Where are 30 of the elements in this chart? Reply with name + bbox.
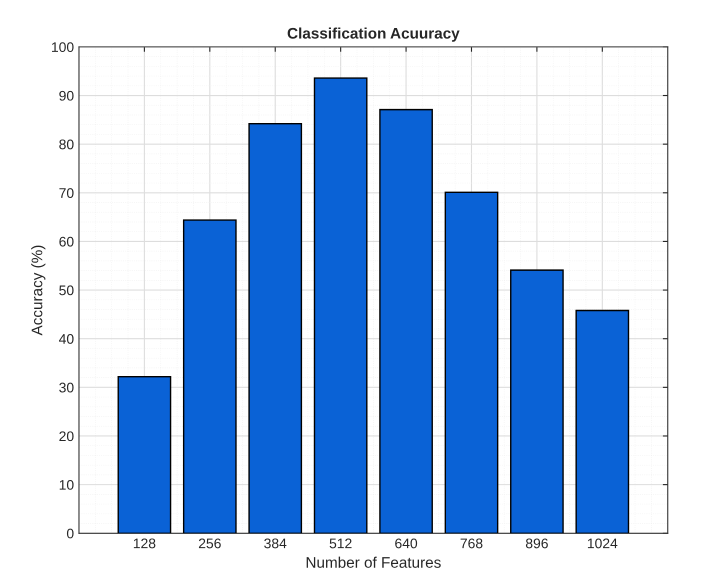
x-tick-label: 256	[198, 538, 221, 548]
x-tick-label: 768	[460, 538, 482, 548]
bar	[444, 192, 498, 534]
x-tick-label: 1024	[588, 538, 618, 548]
bar	[575, 310, 630, 534]
y-tick-label: 40	[58, 334, 74, 344]
y-tick-label: 10	[60, 480, 74, 490]
y-tick-label: 20	[59, 431, 74, 442]
y-tick-label: 80	[59, 139, 74, 150]
x-axis-title: Number of Features	[306, 556, 441, 568]
bar	[248, 123, 302, 534]
x-tick-label: 512	[330, 538, 352, 548]
x-tick-label: 384	[264, 538, 286, 548]
y-tick-label: 100	[52, 42, 74, 52]
y-axis-title: Accuracy (%)	[31, 246, 46, 336]
bar	[510, 269, 564, 534]
bar	[314, 77, 368, 534]
bar	[182, 219, 237, 534]
y-tick-label: 0	[66, 528, 74, 538]
y-tick-label: 60	[59, 236, 74, 247]
x-tick-label: 640	[395, 538, 418, 548]
x-tick-label: 896	[526, 538, 548, 548]
y-tick-label: 50	[59, 285, 74, 296]
bar	[118, 376, 172, 534]
chart-title: Classification Acuuracy	[288, 27, 460, 42]
bar	[379, 108, 433, 534]
x-tick-label: 128	[134, 538, 156, 548]
y-tick-label: 90	[59, 90, 74, 101]
y-tick-label: 70	[59, 188, 74, 198]
y-tick-label: 30	[59, 382, 74, 393]
